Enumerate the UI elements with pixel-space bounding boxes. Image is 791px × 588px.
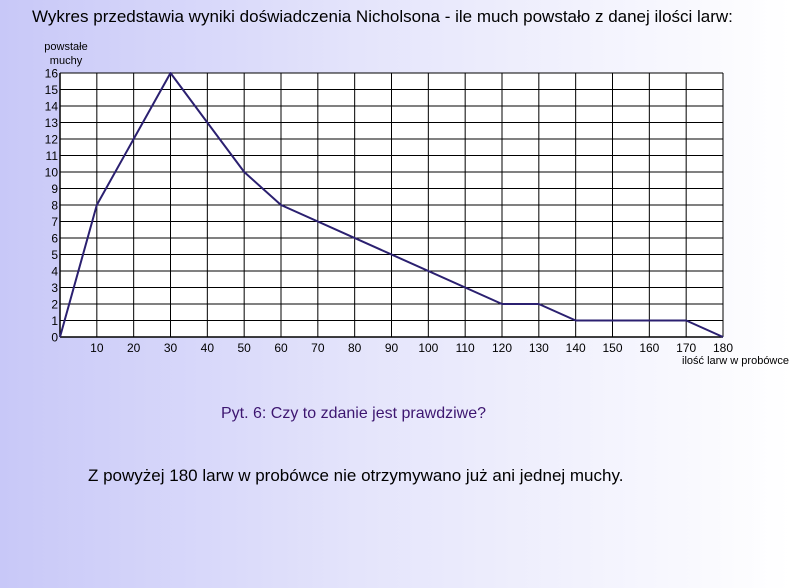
x-tick-label: 70 — [311, 341, 325, 355]
y-tick-label: 12 — [45, 133, 59, 147]
y-tick-label: 8 — [51, 199, 58, 213]
x-tick-label: 150 — [602, 341, 622, 355]
x-tick-label: 100 — [418, 341, 438, 355]
y-tick-label: 4 — [51, 265, 58, 279]
x-tick-label: 120 — [492, 341, 512, 355]
y-tick-label: 3 — [51, 281, 58, 295]
x-tick-label: 180 — [713, 341, 733, 355]
x-tick-label: 20 — [127, 341, 141, 355]
x-tick-label: 10 — [90, 341, 104, 355]
x-tick-labels: 10 20 30 40 50 60 70 80 90 100 110 120 130 140 150 160 1… — [90, 341, 733, 355]
x-tick-label: 130 — [529, 341, 549, 355]
y-tick-label: 13 — [45, 116, 59, 130]
y-tick-label: 16 — [45, 67, 59, 81]
series-line — [59, 72, 724, 338]
x-tick-label: 170 — [676, 341, 696, 355]
x-tick-label: 80 — [348, 341, 362, 355]
x-tick-label: 140 — [566, 341, 586, 355]
y-tick-label: 2 — [51, 298, 58, 312]
y-tick-label: 7 — [51, 215, 58, 229]
x-tick-label: 30 — [164, 341, 178, 355]
y-axis-label-line2: muchy — [50, 55, 83, 67]
x-axis-label: ilość larw w probówce — [682, 355, 789, 367]
y-tick-label: 0 — [51, 331, 58, 345]
question-text: Pyt. 6: Czy to zdanie jest prawdziwe? — [221, 405, 487, 422]
statement-text: Z powyżej 180 larw w probówce nie otrzym… — [88, 466, 624, 485]
x-tick-label: 90 — [385, 341, 399, 355]
axes — [59, 73, 723, 338]
x-tick-label: 160 — [639, 341, 659, 355]
y-tick-label: 1 — [51, 314, 58, 328]
y-tick-label: 9 — [51, 182, 58, 196]
y-tick-label: 11 — [46, 149, 59, 163]
y-tick-label: 14 — [45, 100, 59, 114]
page-title: Wykres przedstawia wyniki doświadczenia … — [32, 7, 733, 26]
y-axis-label-line1: powstałe — [44, 41, 87, 53]
x-tick-label: 50 — [237, 341, 251, 355]
x-tick-label: 60 — [274, 341, 288, 355]
y-tick-label: 10 — [45, 166, 59, 180]
x-tick-label: 40 — [201, 341, 215, 355]
y-tick-label: 15 — [45, 83, 59, 97]
x-tick-label: 110 — [456, 341, 475, 355]
y-tick-label: 6 — [51, 232, 58, 246]
y-tick-label: 5 — [51, 248, 58, 262]
